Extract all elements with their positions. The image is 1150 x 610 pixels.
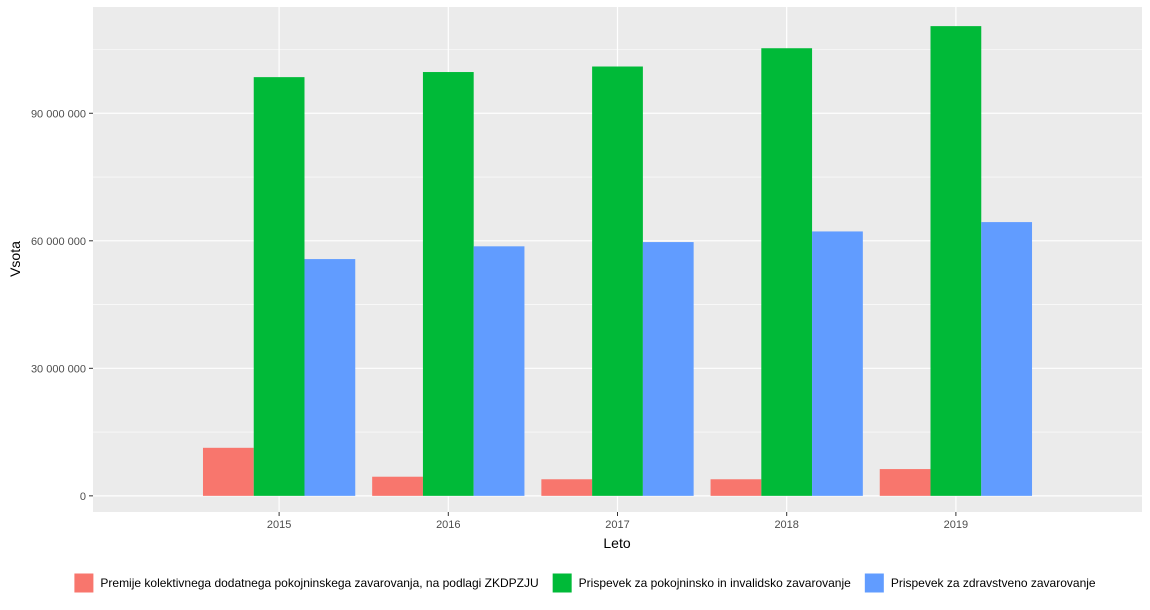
legend-key <box>74 573 94 593</box>
y-tick-label: 60 000 000 <box>31 236 86 248</box>
bar <box>253 77 305 496</box>
x-tick-label: 2017 <box>605 519 629 531</box>
bar <box>422 72 474 496</box>
bar <box>710 479 762 496</box>
legend-label: Premije kolektivnega dodatnega pokojnins… <box>100 576 538 590</box>
bar <box>202 447 254 496</box>
bar <box>304 259 356 496</box>
x-tick-label: 2015 <box>267 519 291 531</box>
legend-key <box>552 573 572 593</box>
y-tick-label: 0 <box>80 491 86 503</box>
legend-label: Prispevek za zdravstveno zavarovanje <box>891 576 1096 590</box>
x-tick-label: 2019 <box>944 519 968 531</box>
bar <box>812 231 863 496</box>
bar <box>541 479 593 496</box>
y-axis-ticks: 0 30 000 000 60 000 000 90 000 000 <box>31 108 93 503</box>
bar <box>879 469 931 496</box>
y-tick-label: 90 000 000 <box>31 108 86 120</box>
bar <box>372 476 423 496</box>
bar <box>930 26 982 496</box>
bar <box>473 246 525 496</box>
x-axis-title: Leto <box>603 535 630 551</box>
x-tick-label: 2018 <box>774 519 798 531</box>
y-tick-label: 30 000 000 <box>31 363 86 375</box>
bar <box>761 48 813 496</box>
bars <box>202 26 1033 496</box>
x-axis-ticks: 2015 2016 2017 2018 2019 <box>267 512 968 531</box>
x-tick-label: 2016 <box>436 519 460 531</box>
bar <box>981 222 1033 496</box>
bar <box>592 66 643 496</box>
legend-key <box>864 573 884 593</box>
y-axis-title: Vsota <box>7 241 23 277</box>
bar <box>642 242 694 496</box>
legend-label: Prispevek za pokojninsko in invalidsko z… <box>579 576 851 590</box>
legend: Premije kolektivnega dodatnega pokojnins… <box>74 573 1096 593</box>
